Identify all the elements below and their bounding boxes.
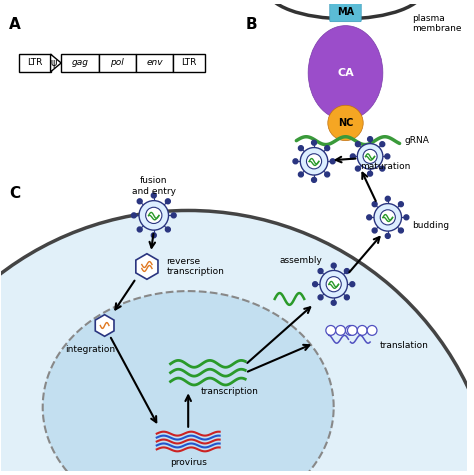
Text: env: env — [146, 58, 163, 67]
Circle shape — [320, 270, 347, 298]
Circle shape — [328, 105, 363, 141]
Circle shape — [357, 325, 367, 335]
Circle shape — [368, 171, 373, 176]
Text: A: A — [9, 17, 21, 32]
Circle shape — [326, 325, 336, 335]
Polygon shape — [51, 54, 61, 72]
Circle shape — [299, 172, 303, 177]
Text: NC: NC — [338, 118, 353, 128]
Circle shape — [330, 159, 335, 164]
Text: reverse
transcription: reverse transcription — [166, 257, 224, 276]
Circle shape — [165, 199, 170, 204]
Circle shape — [368, 137, 373, 142]
Circle shape — [139, 200, 169, 230]
Circle shape — [326, 276, 341, 292]
Text: translation: translation — [380, 341, 429, 350]
Text: gRNA: gRNA — [404, 136, 429, 145]
Circle shape — [345, 295, 349, 300]
Circle shape — [325, 146, 329, 151]
Text: gag: gag — [72, 58, 88, 67]
Polygon shape — [0, 210, 474, 475]
Text: LTR: LTR — [27, 58, 43, 67]
Circle shape — [165, 227, 170, 232]
Ellipse shape — [308, 26, 383, 120]
Circle shape — [385, 154, 390, 159]
Circle shape — [313, 282, 318, 286]
Text: provirus: provirus — [170, 458, 207, 467]
Text: maturation: maturation — [360, 162, 410, 171]
Circle shape — [331, 300, 336, 305]
Circle shape — [299, 146, 303, 151]
Circle shape — [300, 148, 328, 175]
FancyBboxPatch shape — [330, 2, 361, 22]
Circle shape — [367, 215, 372, 220]
Text: plasma
membrane: plasma membrane — [412, 14, 462, 33]
Text: integration: integration — [65, 345, 115, 354]
Circle shape — [293, 159, 298, 164]
Text: budding: budding — [412, 221, 449, 230]
Circle shape — [363, 149, 377, 163]
Polygon shape — [43, 291, 334, 475]
Circle shape — [331, 263, 336, 268]
Text: assembly: assembly — [280, 256, 323, 265]
Circle shape — [325, 172, 329, 177]
Circle shape — [171, 213, 176, 218]
Circle shape — [372, 228, 377, 233]
Circle shape — [318, 268, 323, 274]
Circle shape — [137, 227, 142, 232]
Circle shape — [399, 228, 403, 233]
Circle shape — [311, 178, 317, 182]
Circle shape — [404, 215, 409, 220]
Text: transcription: transcription — [201, 388, 258, 397]
FancyBboxPatch shape — [61, 54, 99, 72]
Circle shape — [367, 325, 377, 335]
Circle shape — [346, 325, 356, 335]
Text: fusion
and entry: fusion and entry — [132, 176, 176, 196]
Text: pol: pol — [110, 58, 124, 67]
Circle shape — [380, 210, 395, 225]
Circle shape — [350, 154, 356, 159]
Text: C: C — [9, 186, 20, 201]
Circle shape — [151, 233, 156, 238]
Circle shape — [372, 202, 377, 207]
Circle shape — [151, 193, 156, 198]
FancyBboxPatch shape — [136, 54, 173, 72]
Circle shape — [345, 268, 349, 274]
Circle shape — [380, 142, 385, 147]
Circle shape — [385, 234, 390, 238]
FancyBboxPatch shape — [19, 54, 51, 72]
Circle shape — [137, 199, 142, 204]
Text: LTR: LTR — [181, 58, 197, 67]
Circle shape — [374, 204, 401, 231]
Polygon shape — [95, 314, 114, 336]
Circle shape — [357, 143, 383, 169]
Circle shape — [356, 166, 360, 171]
FancyBboxPatch shape — [99, 54, 136, 72]
Circle shape — [380, 166, 385, 171]
Circle shape — [318, 295, 323, 300]
Circle shape — [146, 207, 162, 224]
Circle shape — [347, 325, 357, 335]
Circle shape — [307, 154, 322, 169]
Text: ψ: ψ — [51, 58, 57, 68]
Text: CA: CA — [337, 68, 354, 78]
Text: B: B — [245, 17, 257, 32]
Text: MA: MA — [337, 7, 354, 17]
Circle shape — [350, 282, 355, 286]
Circle shape — [311, 140, 317, 145]
Polygon shape — [136, 254, 158, 279]
Circle shape — [385, 196, 390, 201]
Circle shape — [399, 202, 403, 207]
Circle shape — [336, 325, 346, 335]
Circle shape — [356, 142, 360, 147]
FancyBboxPatch shape — [173, 54, 205, 72]
Circle shape — [131, 213, 137, 218]
